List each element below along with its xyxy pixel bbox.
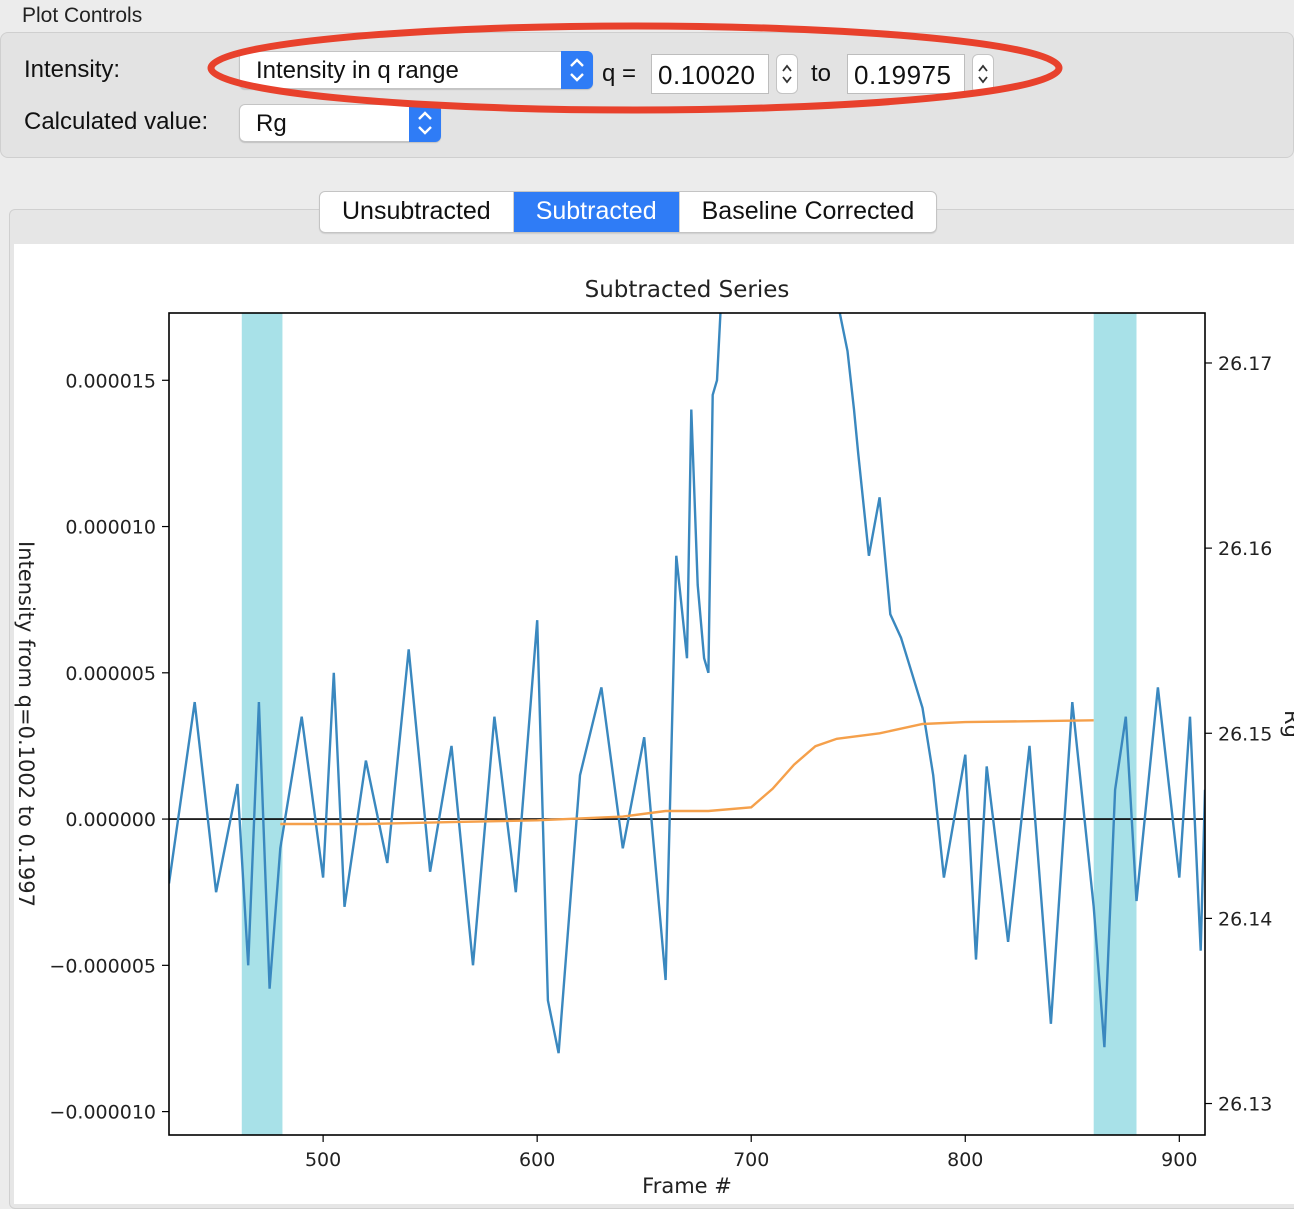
y-right-tick-label: 26.14: [1218, 908, 1272, 930]
y-left-tick-label: 0.000005: [65, 663, 156, 685]
red-ellipse-annotation: [207, 22, 1063, 114]
y-right-tick-label: 26.16: [1218, 538, 1272, 560]
plot-canvas: 500 600 700 800 900 0.000015 0.000010 0.000005 0…: [14, 244, 1294, 1204]
q-min-value: 0.10020: [658, 60, 756, 90]
calculated-value-label: Calculated value:: [24, 108, 209, 135]
x-tick-label: 700: [733, 1149, 769, 1171]
tab-baseline-corrected[interactable]: Baseline Corrected: [701, 197, 915, 225]
plot-tabs: Unsubtracted Subtracted Baseline Correct…: [319, 191, 938, 233]
y-right-tick-label: 26.13: [1218, 1094, 1272, 1116]
tab-unsubtracted[interactable]: Unsubtracted: [320, 192, 514, 232]
y-left-axis-label: Intensity from q=0.1002 to 0.1997: [14, 541, 38, 907]
series-line-rg: [280, 719, 1094, 826]
y-left-tick-label: −0.000010: [49, 1102, 156, 1124]
to-label: to: [811, 60, 832, 87]
y-right-tick-label: 26.17: [1218, 353, 1272, 375]
plot-controls-title: Plot Controls: [22, 4, 143, 27]
x-axis-label: Frame #: [642, 1174, 732, 1198]
x-tick-label: 500: [305, 1149, 341, 1171]
calculated-value-select[interactable]: Rg: [239, 104, 441, 142]
series-line-intensity: [169, 313, 1205, 1054]
y-left-tick-label: 0.000015: [65, 370, 156, 392]
intensity-select[interactable]: Intensity in q range: [239, 51, 593, 89]
plot-frame: [168, 312, 1206, 1136]
q-min-stepper[interactable]: [776, 54, 798, 94]
q-equals-label: q =: [602, 60, 637, 87]
calculated-value-select-value: Rg: [256, 110, 287, 137]
plot-controls-panel: [0, 32, 1294, 158]
y-right-axis-label: Rg: [1280, 710, 1294, 738]
q-max-stepper[interactable]: [972, 54, 994, 94]
highlight-region: [241, 313, 283, 1135]
tab-subtracted[interactable]: Subtracted: [513, 192, 680, 232]
q-min-field[interactable]: 0.10020: [651, 54, 769, 94]
q-max-field[interactable]: 0.19975: [847, 54, 965, 94]
x-tick-label: 900: [1161, 1149, 1197, 1171]
chevron-updown-icon: [561, 51, 593, 89]
y-left-tick-label: −0.000005: [49, 955, 156, 977]
x-tick-label: 600: [519, 1149, 555, 1171]
y-left-tick-label: 0.000000: [65, 809, 156, 831]
chevron-updown-icon: [409, 104, 441, 142]
y-right-tick-label: 26.15: [1218, 723, 1272, 745]
q-max-value: 0.19975: [854, 60, 952, 90]
chart-title: Subtracted Series: [585, 277, 790, 303]
y-left-tick-label: 0.000010: [65, 517, 156, 539]
highlight-region: [1093, 313, 1137, 1135]
subtracted-series-chart: 500 600 700 800 900 0.000015 0.000010 0.000005 0…: [14, 277, 1294, 1198]
x-tick-label: 800: [947, 1149, 983, 1171]
intensity-label: Intensity:: [24, 56, 121, 83]
intensity-select-value: Intensity in q range: [256, 57, 459, 84]
